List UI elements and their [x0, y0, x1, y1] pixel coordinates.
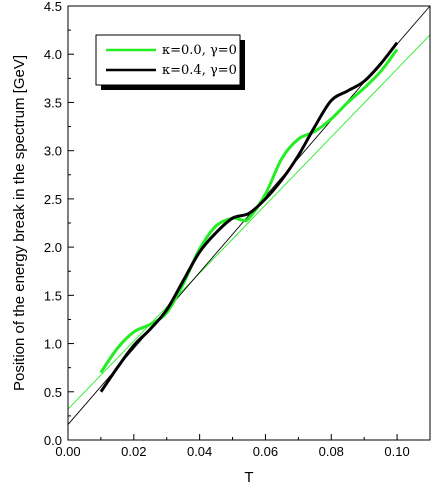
y-axis: 0.0 0.5 1.0 1.5 2.0 2.5 3.0 3.5 4.0 4.5 [44, 0, 74, 448]
y-tick-label-1: 0.5 [44, 385, 62, 400]
y-tick-label-8: 4.0 [44, 47, 62, 62]
y-tick-label-0: 0.0 [44, 433, 62, 448]
x-tick-label-1: 0.02 [121, 444, 146, 459]
x-tick-label-2: 0.04 [187, 444, 212, 459]
legend-box [95, 34, 241, 86]
x-axis: 0.00 0.02 0.04 0.06 0.08 0.10 [55, 434, 410, 459]
x-tick-label-5: 0.10 [384, 444, 409, 459]
y-tick-label-3: 1.5 [44, 288, 62, 303]
y-tick-label-4: 2.0 [44, 240, 62, 255]
legend-label-0: κ=0.0, γ=0 [162, 43, 237, 58]
reference-line-2 [67, 34, 431, 410]
series-layer [67, 5, 431, 425]
y-tick-label-5: 2.5 [44, 192, 62, 207]
y-tick-label-9: 4.5 [44, 0, 62, 14]
x-tick-label-3: 0.06 [253, 444, 278, 459]
y-axis-title: Position of the energy break in the spec… [11, 55, 28, 391]
legend: κ=0.0, γ=0 κ=0.4, γ=0 [95, 34, 245, 90]
series-line-1 [99, 41, 399, 393]
legend-label-1: κ=0.4, γ=0 [162, 63, 237, 78]
y-tick-label-7: 3.5 [44, 95, 62, 110]
series-line-0 [99, 48, 399, 374]
y-tick-label-6: 3.0 [44, 144, 62, 159]
x-axis-title: T [244, 469, 253, 486]
x-tick-label-0: 0.00 [55, 444, 80, 459]
x-tick-label-4: 0.08 [319, 444, 344, 459]
y-tick-label-2: 1.0 [44, 337, 62, 352]
